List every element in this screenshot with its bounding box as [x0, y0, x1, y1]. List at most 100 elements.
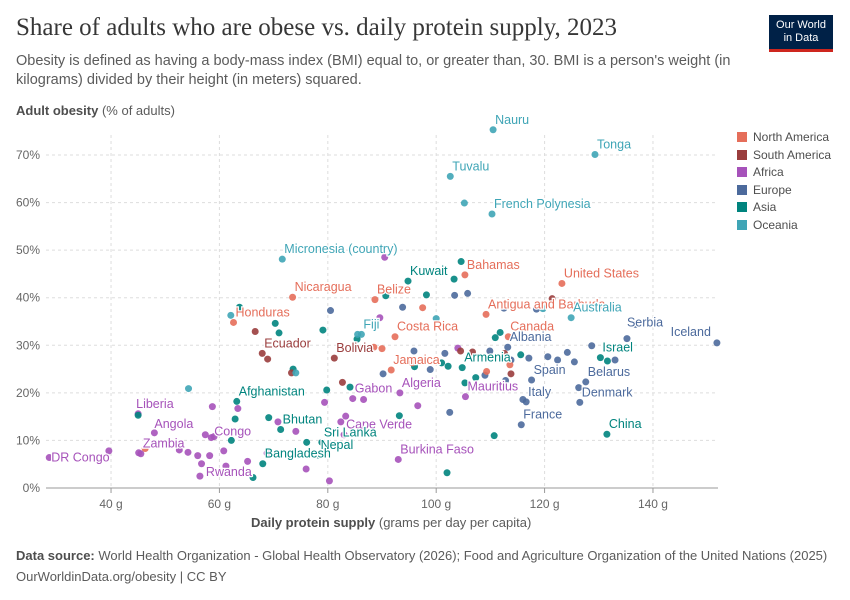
- point-label: Gabon: [355, 382, 393, 396]
- data-point: [196, 472, 204, 480]
- data-point: [502, 376, 510, 384]
- data-point: [575, 384, 583, 392]
- logo-line-2: in Data: [783, 32, 819, 44]
- data-point: [235, 303, 243, 311]
- data-point: [201, 431, 209, 439]
- data-point: [274, 418, 282, 426]
- point-label: Bangladesh: [265, 447, 331, 461]
- data-point: [461, 379, 469, 387]
- point-bangladesh: [259, 460, 267, 468]
- y-tick-label: 10%: [16, 433, 40, 447]
- legend-item[interactable]: South America: [737, 147, 831, 165]
- point-bahamas: [461, 271, 469, 279]
- point-label: Honduras: [236, 305, 290, 319]
- y-tick-label: 20%: [16, 386, 40, 400]
- point-label: China: [609, 417, 642, 431]
- legend-item[interactable]: Europe: [737, 182, 831, 200]
- data-point: [422, 291, 430, 299]
- legend-swatch: [737, 167, 747, 178]
- data-point: [548, 295, 556, 303]
- y-tick-label: 40%: [16, 291, 40, 305]
- data-point: [414, 402, 422, 410]
- y-axis-title: Adult obesity (% of adults): [16, 103, 175, 118]
- legend-item[interactable]: North America: [737, 129, 831, 147]
- point-label: Tuvalu: [452, 159, 489, 173]
- legend-label: South America: [753, 147, 832, 162]
- data-point: [141, 445, 149, 453]
- point-ecuador: [258, 349, 266, 357]
- data-point: [464, 289, 472, 297]
- data-point: [432, 379, 440, 387]
- point-cape-verde: [340, 431, 348, 439]
- data-point: [234, 405, 242, 413]
- legend-item[interactable]: Oceania: [737, 217, 831, 235]
- point-label: Mauritius: [467, 380, 518, 394]
- data-point: [376, 314, 384, 322]
- data-point: [457, 258, 465, 266]
- point-rwanda: [222, 462, 230, 470]
- point-label: Nepal: [321, 438, 354, 452]
- legend-swatch: [737, 149, 747, 160]
- data-point: [370, 343, 378, 351]
- legend-swatch: [737, 132, 747, 142]
- chart-subtitle: Obesity is defined as having a body-mass…: [16, 53, 731, 88]
- point-label: French Polynesia: [494, 197, 591, 211]
- data-point: [302, 465, 310, 473]
- point-israel: [596, 354, 604, 362]
- data-point: [588, 342, 596, 350]
- point-algeria: [396, 389, 404, 397]
- data-point: [319, 326, 327, 334]
- data-point: [184, 448, 192, 456]
- data-point: [135, 449, 143, 457]
- data-point: [208, 403, 216, 411]
- y-tick-label: 50%: [16, 243, 40, 257]
- x-tick-label: 40 g: [99, 497, 122, 511]
- data-point: [292, 427, 300, 435]
- data-point: [337, 418, 345, 426]
- legend-item[interactable]: Asia: [737, 199, 831, 217]
- data-point: [249, 474, 257, 482]
- point-label: Afghanistan: [239, 384, 305, 398]
- point-label: Denmark: [582, 385, 633, 399]
- point-iceland: [713, 339, 721, 347]
- data-point: [175, 446, 183, 454]
- point-france: [517, 421, 525, 429]
- data-point: [220, 447, 228, 455]
- data-point: [105, 447, 113, 455]
- point-nicaragua: [289, 293, 297, 301]
- point-belize: [371, 296, 379, 304]
- data-point: [441, 349, 449, 357]
- data-point: [563, 348, 571, 356]
- data-point: [544, 353, 552, 361]
- point-tuvalu: [446, 172, 454, 180]
- point-label: Bahamas: [467, 258, 520, 272]
- data-point: [210, 433, 218, 441]
- y-tick-label: 70%: [16, 148, 40, 162]
- data-point: [486, 347, 494, 355]
- point-label: Cape Verde: [346, 418, 412, 432]
- data-point: [354, 330, 362, 338]
- source-label: Data source:: [16, 548, 95, 563]
- x-axis-unit: (grams per day per capita): [378, 515, 532, 530]
- source-link[interactable]: OurWorldinData.org/obesity | CC BY: [16, 569, 227, 584]
- legend-item[interactable]: Africa: [737, 164, 831, 182]
- logo-line-1: Our World: [776, 19, 826, 31]
- data-point: [271, 319, 279, 327]
- owid-logo[interactable]: Our World in Data: [769, 15, 833, 52]
- point-label: Italy: [528, 385, 552, 399]
- legend-label: North America: [753, 130, 830, 144]
- data-point: [450, 275, 458, 283]
- x-tick-label: 100 g: [421, 497, 451, 511]
- data-point: [517, 351, 525, 359]
- y-tick-label: 30%: [16, 338, 40, 352]
- point-label: Iceland: [671, 325, 711, 339]
- point-label: Belarus: [588, 365, 630, 379]
- data-point: [490, 432, 498, 440]
- point-sri-lanka: [318, 438, 326, 446]
- data-point: [321, 398, 329, 406]
- data-point: [408, 359, 416, 367]
- data-point: [506, 361, 514, 369]
- point-united-states: [558, 279, 566, 287]
- data-point: [444, 362, 452, 370]
